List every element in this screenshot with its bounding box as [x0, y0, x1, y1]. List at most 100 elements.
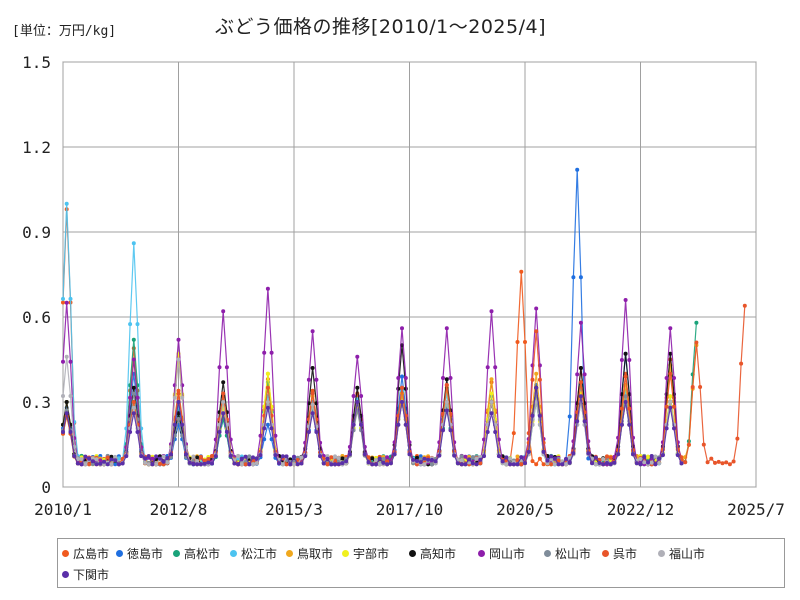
data-point: [366, 460, 371, 465]
data-point: [496, 454, 501, 459]
data-point: [631, 452, 635, 457]
data-point: [269, 426, 274, 431]
data-point: [534, 329, 539, 334]
data-point: [210, 454, 214, 458]
data-point: [377, 456, 382, 461]
data-point: [355, 385, 360, 390]
data-point: [560, 462, 565, 467]
data-point: [172, 422, 177, 427]
data-point: [653, 454, 658, 459]
data-point: [534, 400, 539, 404]
data-point: [619, 406, 624, 411]
data-point: [154, 462, 159, 467]
data-point: [590, 461, 595, 466]
data-point: [415, 459, 419, 463]
data-point: [660, 453, 665, 458]
data-point: [303, 454, 308, 459]
data-point: [377, 462, 382, 467]
data-point: [262, 350, 267, 355]
data-point: [444, 408, 449, 413]
data-point: [705, 460, 710, 465]
data-point: [739, 361, 744, 366]
data-point: [455, 461, 460, 466]
data-point: [157, 456, 162, 461]
unit-label: [単位：万円/kg]: [12, 24, 117, 39]
x-tick-label: 2017/10: [376, 500, 443, 519]
legend-item: 鳥取市: [286, 545, 333, 562]
data-point: [310, 402, 315, 407]
data-point: [176, 357, 181, 362]
data-point: [265, 405, 270, 410]
data-point: [429, 462, 434, 467]
data-point: [169, 452, 173, 457]
data-point: [489, 411, 494, 416]
data-point: [549, 462, 554, 467]
x-tick-label: 2020/5: [496, 500, 554, 519]
data-point: [619, 422, 624, 427]
data-point: [429, 457, 434, 462]
data-point: [191, 454, 196, 459]
data-point: [139, 454, 144, 459]
data-point: [310, 388, 315, 393]
data-point: [668, 351, 673, 356]
data-point: [277, 461, 282, 466]
data-point: [98, 461, 103, 466]
data-point: [582, 419, 587, 424]
data-point: [400, 400, 404, 404]
data-point: [523, 340, 527, 344]
data-point: [742, 303, 747, 308]
data-point: [418, 457, 423, 462]
data-point: [284, 462, 289, 467]
data-point: [415, 455, 419, 460]
data-point: [441, 412, 445, 416]
data-point: [146, 454, 151, 459]
data-point: [444, 383, 449, 387]
legend-item: 松江市: [230, 545, 277, 562]
legend-item: 高松市: [173, 545, 220, 562]
legend-marker: [478, 550, 485, 557]
data-point: [485, 430, 490, 434]
data-point: [113, 462, 118, 467]
data-point: [336, 462, 341, 467]
data-point: [385, 462, 390, 467]
data-point: [523, 461, 527, 466]
data-point: [441, 376, 445, 380]
data-point: [556, 458, 561, 463]
data-point: [444, 377, 449, 382]
data-point: [459, 454, 464, 459]
data-point: [571, 451, 576, 456]
data-point: [150, 456, 155, 461]
data-point: [672, 426, 676, 431]
data-point: [366, 455, 371, 460]
data-point: [727, 462, 732, 467]
data-point: [508, 456, 513, 461]
data-point: [646, 460, 650, 465]
data-point: [649, 460, 654, 465]
data-point: [571, 275, 576, 280]
data-point: [564, 456, 568, 461]
data-point: [228, 453, 233, 458]
data-point: [623, 400, 628, 404]
data-point: [400, 385, 404, 390]
data-point: [623, 351, 628, 356]
data-point: [556, 462, 561, 467]
data-point: [478, 457, 483, 462]
line-chart: 0 0.3 0.6 0.9 1.2 1.5 2010/1 2012/8 2015/3 2017/1…: [22, 53, 785, 519]
data-point: [608, 462, 613, 467]
data-point: [333, 462, 337, 467]
data-point: [642, 460, 647, 465]
data-point: [664, 376, 669, 380]
data-point: [679, 461, 684, 466]
data-point: [336, 456, 341, 460]
data-point: [150, 462, 155, 467]
data-point: [362, 452, 367, 457]
data-point: [444, 400, 449, 404]
data-point: [172, 395, 177, 400]
legend: 広島市 徳島市 高松市 松江市 鳥取市 宇部市 高知市 岡山市 松山市 呉市 福山市 下関市: [57, 538, 785, 588]
data-point: [567, 460, 572, 465]
data-point: [239, 462, 244, 467]
data-point: [221, 400, 226, 404]
data-point: [422, 456, 427, 461]
data-point: [258, 453, 263, 458]
data-point: [537, 377, 542, 382]
